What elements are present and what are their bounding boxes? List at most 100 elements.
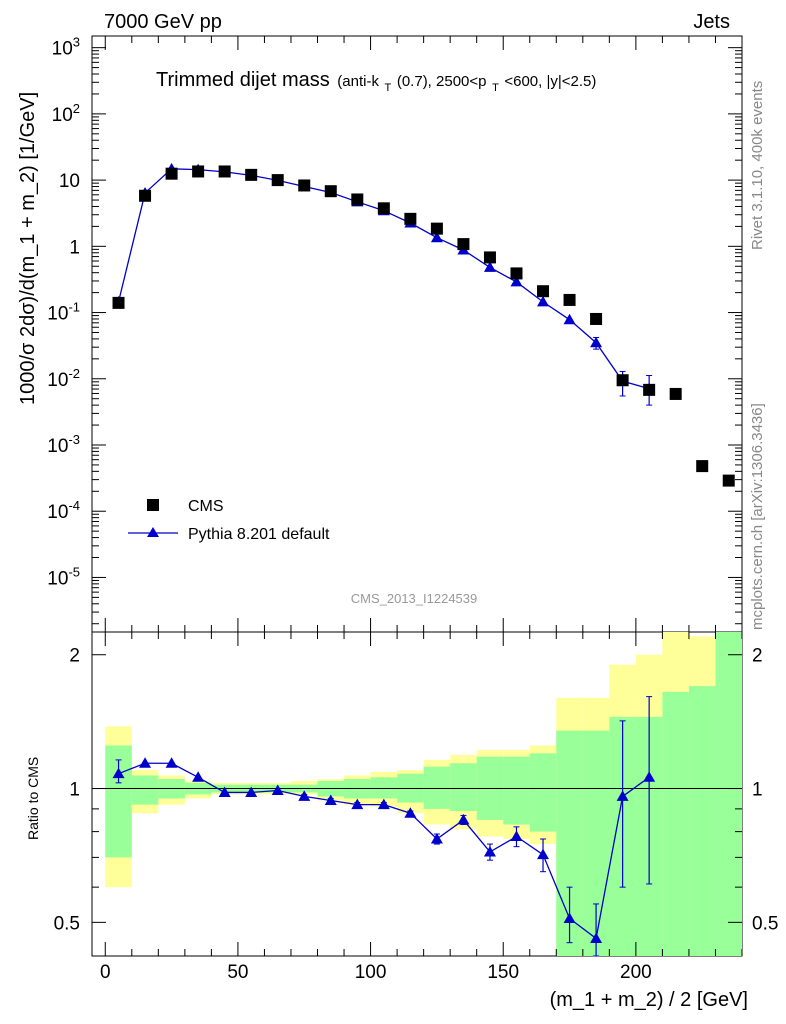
mc-point-ratio <box>430 832 443 844</box>
band-inner-bin <box>423 766 451 809</box>
band-inner-bin <box>370 777 398 799</box>
data-point <box>722 474 735 487</box>
data-point <box>616 374 629 387</box>
data-point <box>377 202 390 215</box>
mc-point-ratio <box>298 790 311 801</box>
legend-mc-label: Pythia 8.201 default <box>188 526 330 543</box>
y-axis-label-main: 1000/σ 2dσ)/d(m_1 + m_2) [1/GeV] <box>17 92 39 405</box>
data-point <box>112 296 125 309</box>
band-inner-bin <box>503 756 530 825</box>
band-inner-bin <box>450 763 477 812</box>
mc-point-ratio <box>271 784 284 795</box>
band-inner-bin <box>662 691 689 956</box>
y-tick-label-main: 1 <box>69 237 80 258</box>
mc-point-ratio <box>165 757 178 768</box>
ratio-bands <box>105 632 742 956</box>
mc-point-ratio <box>510 830 523 842</box>
header-right: Jets <box>693 11 730 33</box>
data-point <box>537 285 550 298</box>
axis-ticks: 0 50 100 150 20010-510-410-310-210-111010210… <box>47 35 778 983</box>
mc-point-ratio <box>351 798 364 810</box>
analysis-id: CMS_2013_I1224539 <box>351 591 478 606</box>
y-tick-label-main: 103 <box>52 35 80 60</box>
data-point <box>563 293 576 306</box>
data-point <box>324 185 337 198</box>
x-axis-label: (m_1 + m_2) / 2 [GeV] <box>550 989 748 1011</box>
mc-point-main <box>483 261 496 272</box>
title-main: Trimmed dijet mass <box>156 69 330 91</box>
mc-series-ratio <box>112 696 656 957</box>
y-tick-label-main: 102 <box>52 101 80 126</box>
mc-point-ratio <box>192 771 205 782</box>
mc-point-ratio <box>457 813 470 825</box>
mc-point-main <box>537 295 550 307</box>
mc-point-ratio <box>245 786 258 797</box>
y-tick-label-ratio-left: 1 <box>69 780 80 801</box>
header-left: 7000 GeV pp <box>104 11 222 33</box>
mc-point-ratio <box>537 848 550 860</box>
y-tick-label-main: 10-2 <box>47 366 80 391</box>
mc-point-ratio <box>616 790 629 801</box>
mc-point-ratio <box>324 794 337 805</box>
y-tick-label-ratio-left: 0.5 <box>54 913 80 934</box>
y-tick-label-main: 10-3 <box>47 432 80 457</box>
data-series-main <box>112 165 735 487</box>
data-point <box>696 460 709 473</box>
mc-point-main <box>430 231 443 243</box>
mc-point-main <box>563 313 576 325</box>
mc-series-main <box>112 162 656 406</box>
data-point <box>351 193 364 206</box>
mc-line-main <box>117 168 650 390</box>
y-tick-label-ratio-right: 0.5 <box>752 913 778 934</box>
mc-point-ratio <box>563 912 576 924</box>
data-point <box>139 189 152 202</box>
mc-point-ratio <box>139 757 152 768</box>
data-point <box>430 222 443 235</box>
title-sub-mid: (0.7), 2500<p <box>397 73 487 90</box>
data-point <box>669 387 682 400</box>
mc-point-ratio <box>483 845 496 857</box>
x-tick-label: 100 <box>355 962 387 983</box>
data-point <box>218 165 231 178</box>
data-point <box>245 168 258 181</box>
legend: CMS Pythia 8.201 default <box>128 498 330 543</box>
mc-point-ratio <box>404 807 417 818</box>
mc-point-ratio <box>643 771 656 782</box>
band-inner-bin <box>131 775 159 805</box>
y-axis-label-ratio: Ratio to CMS <box>25 757 41 840</box>
band-inner-bin <box>688 686 716 956</box>
data-point <box>298 179 311 192</box>
x-tick-label: 0 <box>100 962 111 983</box>
x-tick-label: 200 <box>620 962 652 983</box>
title-sub-pre: (anti-k <box>337 73 379 90</box>
data-point <box>590 312 603 325</box>
y-tick-label-main: 10-1 <box>47 300 80 325</box>
band-inner-bin <box>529 753 557 832</box>
y-tick-label-main: 10 <box>59 171 80 192</box>
mc-point-main <box>510 275 523 287</box>
data-point <box>271 174 284 187</box>
title-sub-p-subscript: T <box>492 82 499 94</box>
y-tick-label-ratio-left: 2 <box>69 646 80 667</box>
legend-data-label: CMS <box>188 498 224 515</box>
y-tick-label-ratio-right: 2 <box>752 646 763 667</box>
data-point <box>643 383 656 396</box>
title-sub-post: <600, |y|<2.5) <box>504 73 596 90</box>
y-tick-label-main: 10-4 <box>47 498 80 523</box>
data-point <box>192 165 205 178</box>
title-sub-k-subscript: T <box>385 82 392 94</box>
mc-point-ratio <box>218 786 231 797</box>
data-point <box>457 238 470 251</box>
legend-mc-marker <box>147 527 159 537</box>
data-point <box>165 167 178 180</box>
data-point <box>404 212 417 225</box>
data-point <box>510 267 523 280</box>
chart-marks: 0 50 100 150 20010-510-410-310-210-111010210… <box>47 35 778 983</box>
rivet-label: Rivet 3.1.10, 400k events <box>749 81 766 250</box>
data-point <box>483 251 496 264</box>
mc-point-ratio <box>590 932 603 943</box>
arxiv-label: mcplots.cern.ch [arXiv:1306.3436] <box>749 403 766 630</box>
y-tick-label-ratio-right: 1 <box>752 780 763 801</box>
band-inner-bin <box>715 632 742 956</box>
